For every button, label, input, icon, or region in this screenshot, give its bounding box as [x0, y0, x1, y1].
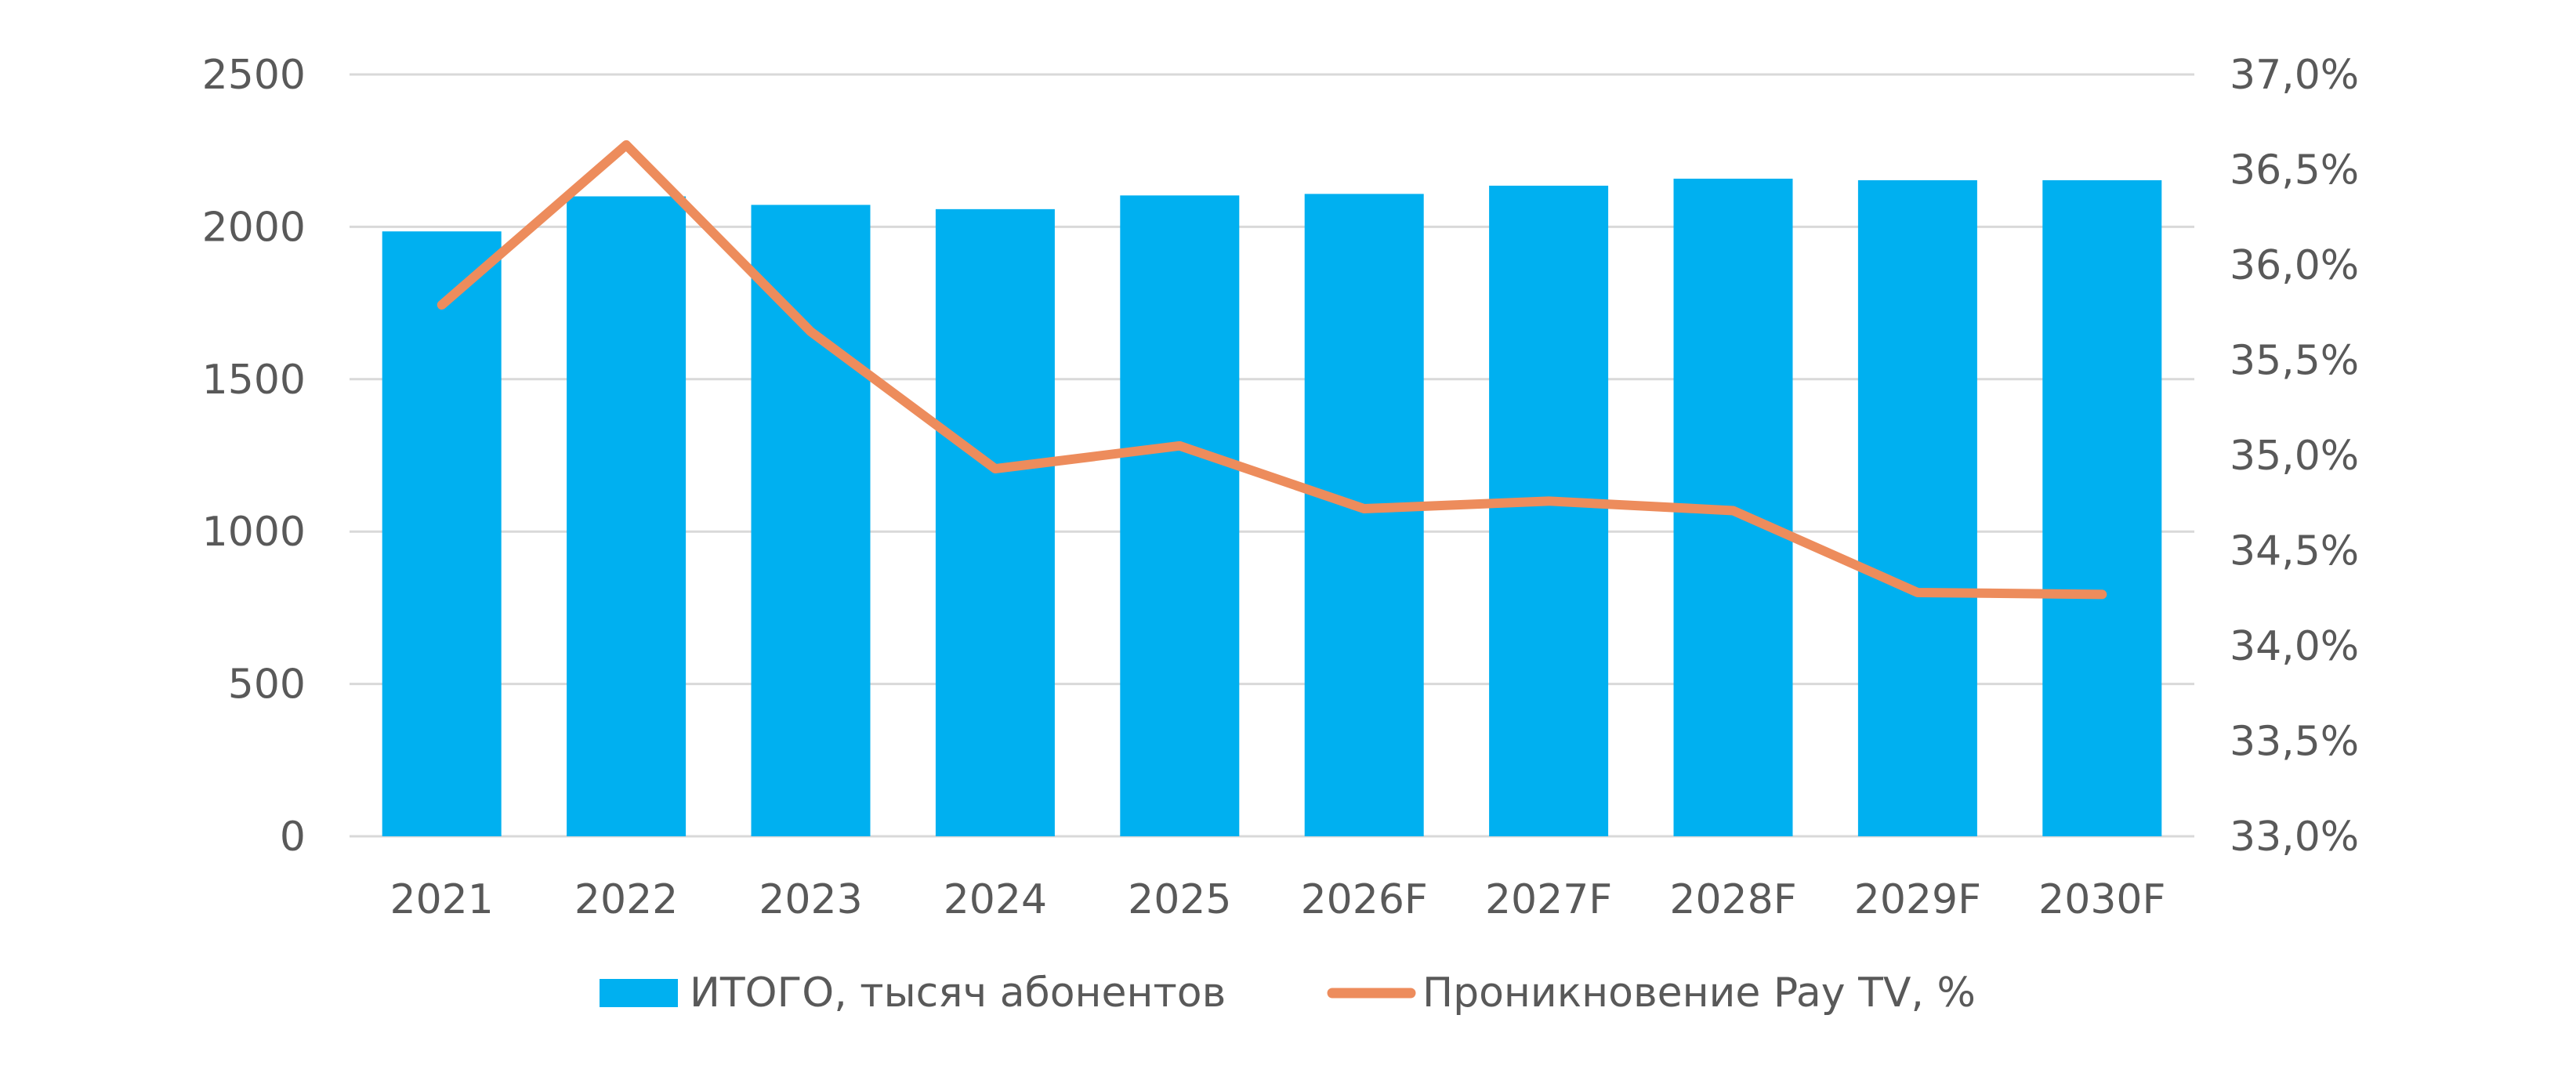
- legend-label-bars: ИТОГО, тысяч абонентов: [690, 970, 1226, 1017]
- bar-2024: [935, 208, 1055, 836]
- legend-label-line: Проникновение Pay TV, %: [1422, 970, 1976, 1017]
- category-axis-labels: 2021 2022 2023 2024 2025 2026F 2027F 2028F 2029F…: [390, 876, 2166, 923]
- bar-2025: [1120, 195, 1240, 836]
- right-tick-label: 36,0%: [2230, 242, 2359, 289]
- category-label: 2022: [574, 876, 678, 923]
- bar-series: [382, 178, 2162, 837]
- category-label: 2024: [944, 876, 1047, 923]
- category-label: 2029F: [1854, 876, 1981, 923]
- left-tick-label: 0: [280, 814, 306, 861]
- category-label: 2021: [390, 876, 494, 923]
- bar-2027F: [1489, 185, 1609, 837]
- right-axis-labels: 33,0% 33,5% 34,0% 34,5% 35,0% 35,5% 36,0% 36,5%…: [2230, 52, 2359, 861]
- right-tick-label: 34,5%: [2230, 528, 2359, 575]
- category-label: 2028F: [1669, 876, 1796, 923]
- bar-2023: [751, 205, 871, 837]
- category-label: 2027F: [1485, 876, 1612, 923]
- legend-swatch-bars: [600, 979, 678, 1007]
- right-tick-label: 35,0%: [2230, 433, 2359, 480]
- right-tick-label: 33,5%: [2230, 719, 2359, 766]
- left-tick-label: 1500: [202, 357, 306, 404]
- right-tick-label: 35,5%: [2230, 338, 2359, 385]
- category-label: 2025: [1128, 876, 1231, 923]
- bar-2029F: [1857, 179, 1977, 837]
- right-tick-label: 33,0%: [2230, 814, 2359, 861]
- category-label: 2030F: [2038, 876, 2165, 923]
- category-label: 2026F: [1301, 876, 1428, 923]
- right-tick-label: 34,0%: [2230, 623, 2359, 670]
- penetration-line: [437, 140, 2107, 600]
- right-tick-label: 37,0%: [2230, 52, 2359, 99]
- right-tick-label: 36,5%: [2230, 147, 2359, 194]
- category-label: 2023: [759, 876, 862, 923]
- left-tick-label: 2000: [202, 204, 306, 251]
- left-tick-label: 1000: [202, 509, 306, 556]
- left-tick-label: 500: [228, 662, 306, 709]
- bar-2022: [567, 196, 687, 836]
- bar-2021: [382, 231, 502, 836]
- left-axis-labels: 0 500 1000 1500 2000 2500: [202, 52, 306, 861]
- bar-2030F: [2042, 179, 2162, 837]
- left-tick-label: 2500: [202, 52, 306, 99]
- legend: ИТОГО, тысяч абонентов Проникновение Pay…: [600, 970, 1976, 1017]
- bar-2026F: [1304, 194, 1424, 836]
- line-series: [437, 140, 2107, 600]
